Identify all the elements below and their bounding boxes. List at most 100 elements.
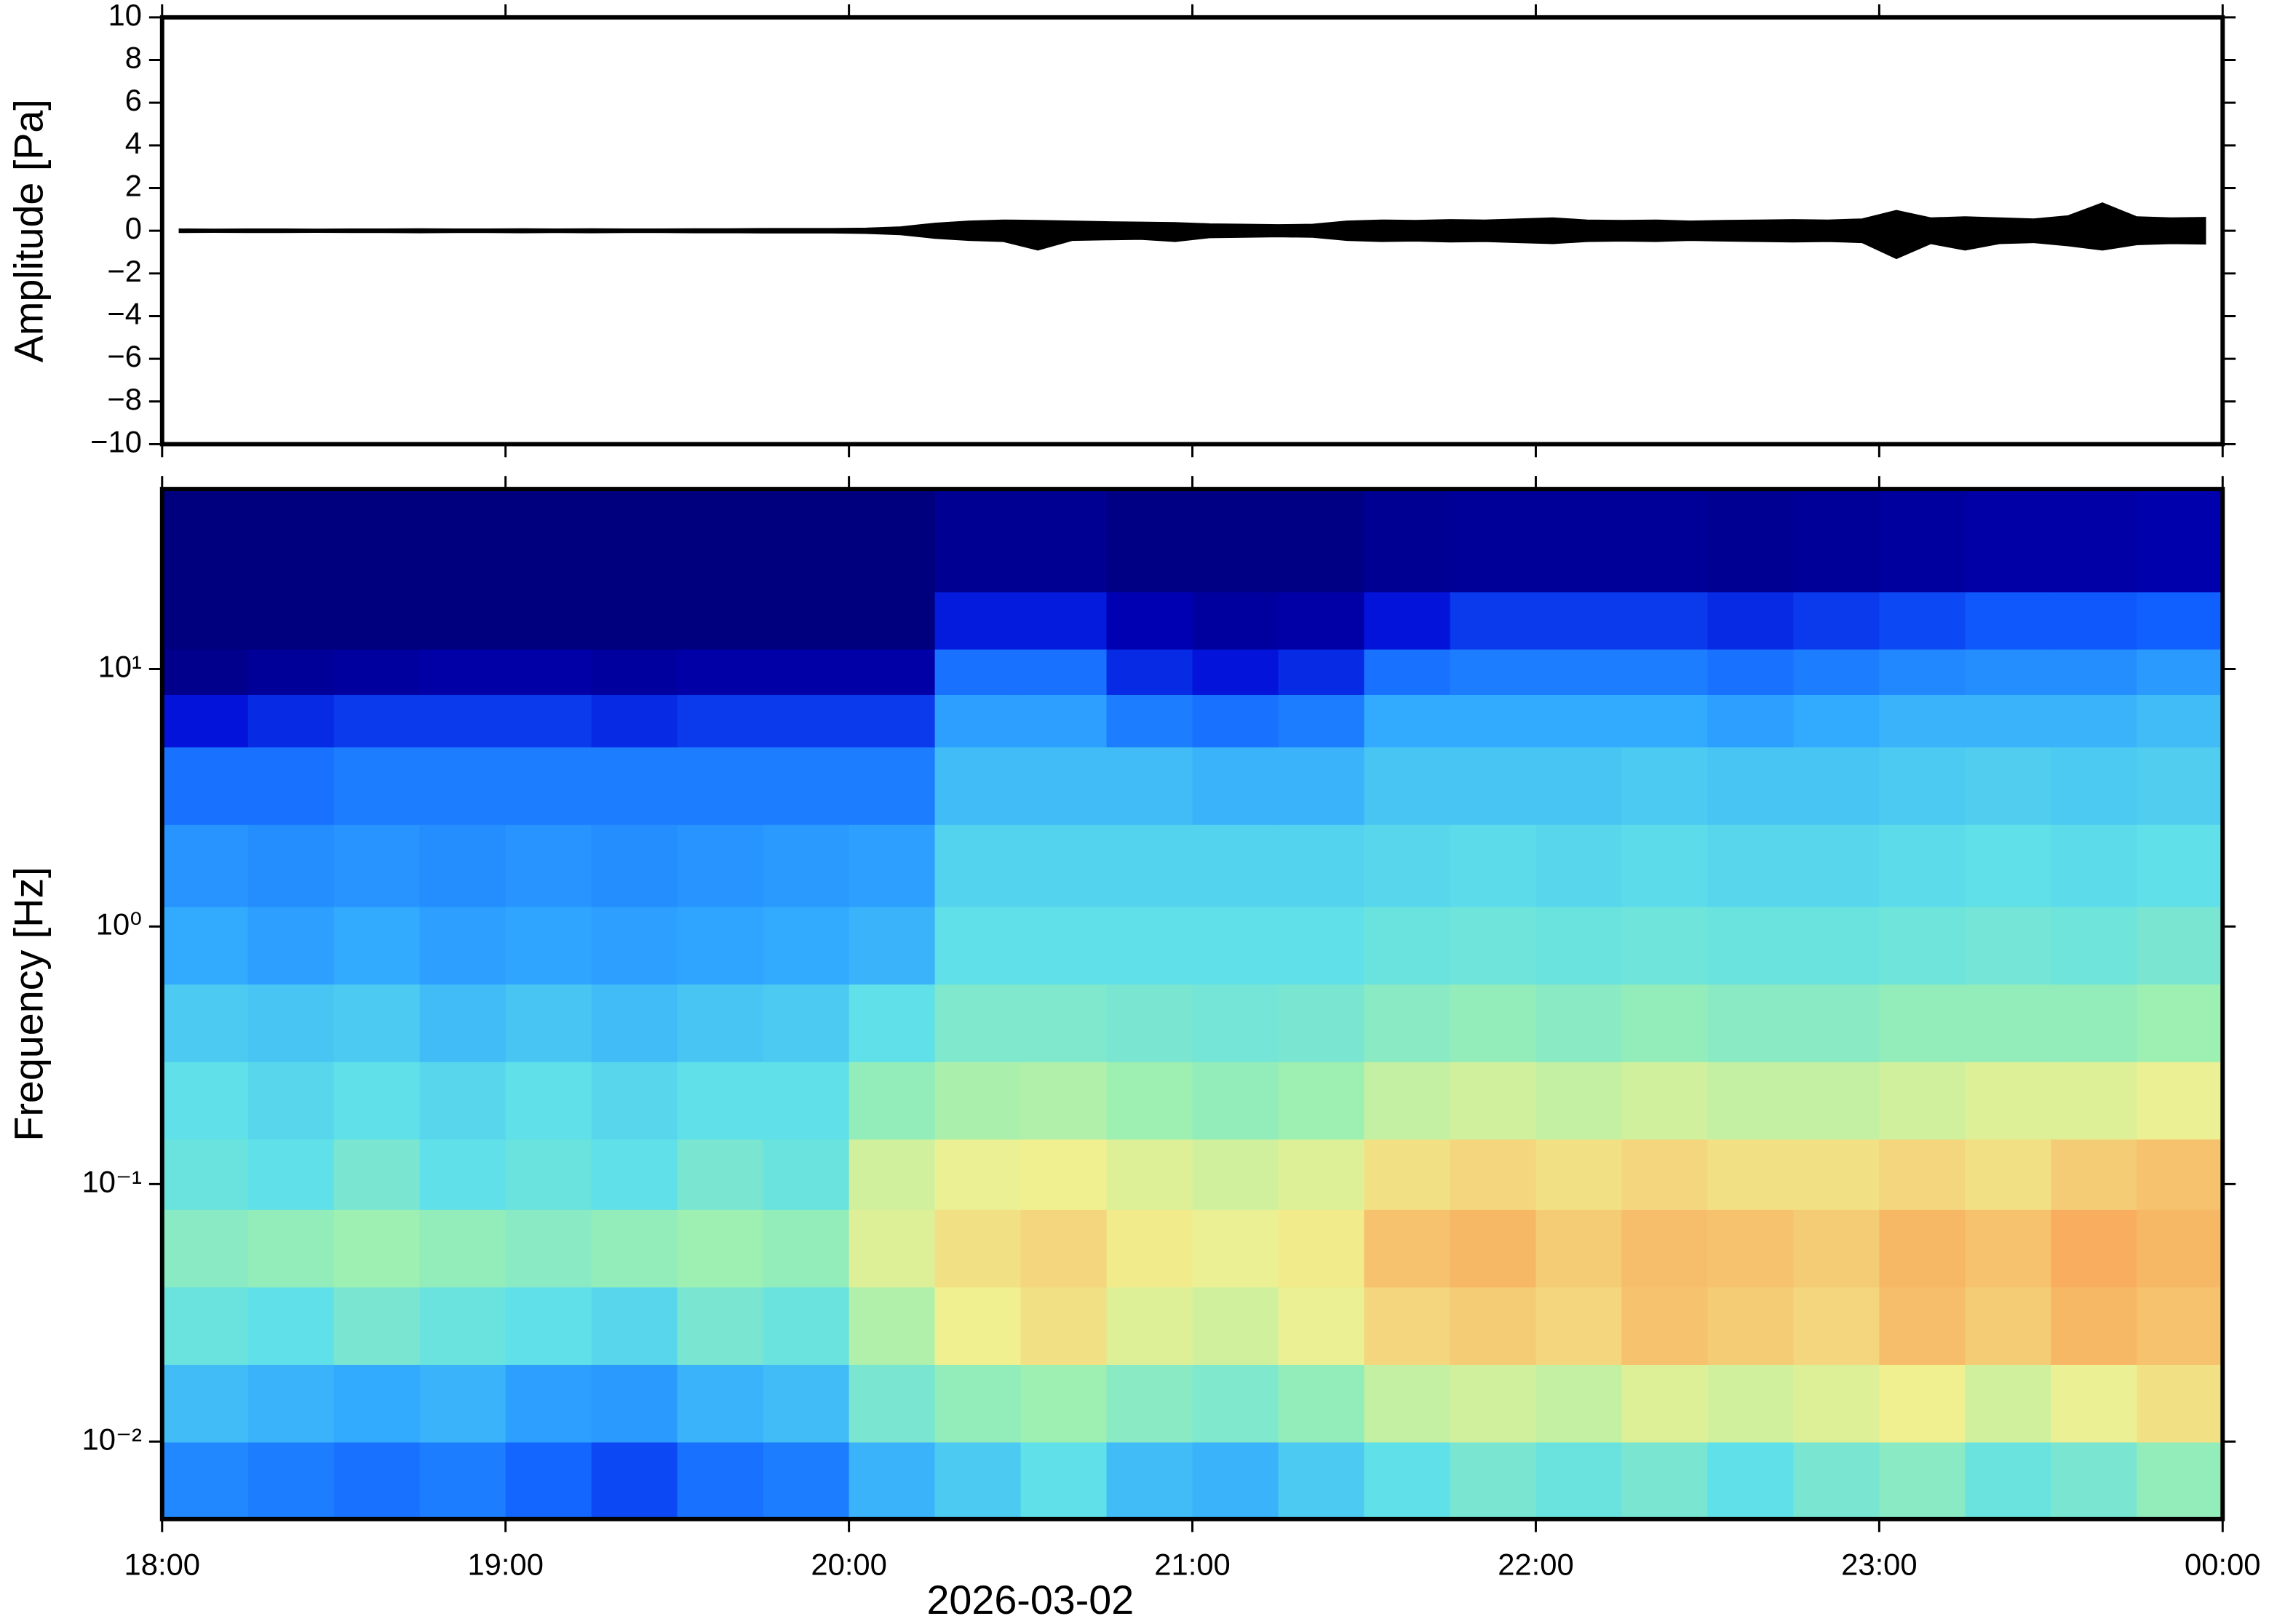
spectrogram-cell [1707,906,1795,985]
spectrogram-cell [763,1286,850,1365]
spectrogram-cell [677,747,764,825]
spectrogram-cell [2051,693,2138,748]
spectrogram-cell [1364,1364,1451,1443]
spectrogram-cell [333,983,421,1062]
spectrogram-cell [849,906,936,985]
spectrogram-cell [591,1139,678,1210]
spectrogram-cell [934,1364,1022,1443]
spectrogram-cell [1450,824,1537,907]
spectrogram-cell [162,693,249,748]
panel: 10⁻² 10⁻¹ 10⁰ 10¹ 18:00 19:00 20:00 21:00 22:00 2… [7,476,2261,1623]
spectrogram-cell [677,489,764,593]
spectrogram-cell [1535,591,1623,650]
x-tick-label: 23:00 [1841,1547,1917,1581]
spectrogram-cell [333,1061,421,1140]
spectrogram-cell [1965,1364,2052,1443]
spectrogram-cell [1106,693,1193,748]
x-axis-label: 2026-03-02 [926,1577,1134,1623]
spectrogram-cell [1707,591,1795,650]
spectrogram-cell [1621,1286,1709,1365]
spectrogram-cell [247,1061,335,1140]
spectrogram-cell [763,1139,850,1210]
spectrogram-cell [1020,1061,1108,1140]
spectrogram-cell [1364,1441,1451,1521]
spectrogram-cell [1450,1286,1537,1365]
x-tick-label: 19:00 [467,1547,543,1581]
spectrogram-cell [1879,489,1966,593]
spectrogram-cell [162,1209,249,1288]
spectrogram-cell [849,591,936,650]
spectrogram-cell [591,1061,678,1140]
spectrogram-cell [1364,1139,1451,1210]
spectrogram-cell [677,1139,764,1210]
spectrogram-cell [934,983,1022,1062]
spectrogram-cell [1879,693,1966,748]
spectrogram-cell [2051,1364,2138,1443]
spectrogram-cell [1879,1139,1966,1210]
y-tick-label: 4 [125,126,142,160]
spectrogram-cell [934,906,1022,985]
spectrogram-cell [1192,1441,1279,1521]
y-tick-label: −10 [90,424,142,458]
spectrogram-cell [1106,489,1193,593]
spectrogram-cell [1020,693,1108,748]
spectrogram-cell [1278,693,1365,748]
spectrogram-cell [2051,906,2138,985]
spectrogram-cell [849,1061,936,1140]
spectrogram-cell [1020,824,1108,907]
spectrogram-cell [247,1209,335,1288]
spectrogram-cell [591,906,678,985]
spectrogram-cell [849,1286,936,1365]
spectrogram-cell [591,824,678,907]
y-tick-label: 10⁻² [82,1422,142,1456]
spectrogram-cell [677,1364,764,1443]
spectrogram-cell [162,906,249,985]
spectrogram-cell [1879,824,1966,907]
spectrogram-cell [591,1441,678,1521]
spectrogram-cell [333,824,421,907]
spectrogram-cell [934,824,1022,907]
spectrogram-cell [1020,489,1108,593]
spectrogram-cell [419,648,506,695]
spectrogram-cell [1020,983,1108,1062]
spectrogram-cell [1106,1061,1193,1140]
spectrogram-cell [1879,1364,1966,1443]
spectrogram-cell [162,824,249,907]
spectrogram-cell [1450,983,1537,1062]
spectrogram-cell [247,1286,335,1365]
spectrogram-cell [1450,1441,1537,1521]
x-tick-label: 20:00 [811,1547,886,1581]
spectrogram-cell [333,1209,421,1288]
spectrogram-cell [934,747,1022,825]
spectrogram-cell [419,1286,506,1365]
spectrogram-cell [419,824,506,907]
spectrogram-cell [591,983,678,1062]
y-tick-label: 10⁰ [96,907,142,941]
spectrogram-cell [677,983,764,1062]
spectrogram-cell [763,1209,850,1288]
spectrogram-cell [247,747,335,825]
spectrogram-cell [677,648,764,695]
spectrogram-cell [247,648,335,695]
spectrogram-cell [934,591,1022,650]
spectrogram-cell [763,747,850,825]
spectrogram-cell [1192,747,1279,825]
spectrogram-cell [419,1139,506,1210]
spectrogram-cell [247,824,335,907]
spectrogram-cell [849,648,936,695]
spectrogram-cell [1707,648,1795,695]
spectrogram-cell [1364,983,1451,1062]
spectrogram-cell [333,1364,421,1443]
spectrogram-cell [1621,648,1709,695]
spectrogram-cell [1793,693,1880,748]
x-tick-label: 21:00 [1154,1547,1230,1581]
spectrogram-cell [1106,747,1193,825]
spectrogram-cell [1278,983,1365,1062]
spectrogram-cell [1364,1209,1451,1288]
spectrogram-cell [1364,906,1451,985]
spectrogram-cell [1192,489,1279,593]
spectrogram-cell [505,747,592,825]
spectrogram-cell [2137,693,2224,748]
spectrogram-cell [1020,1209,1108,1288]
spectrogram-cell [162,747,249,825]
